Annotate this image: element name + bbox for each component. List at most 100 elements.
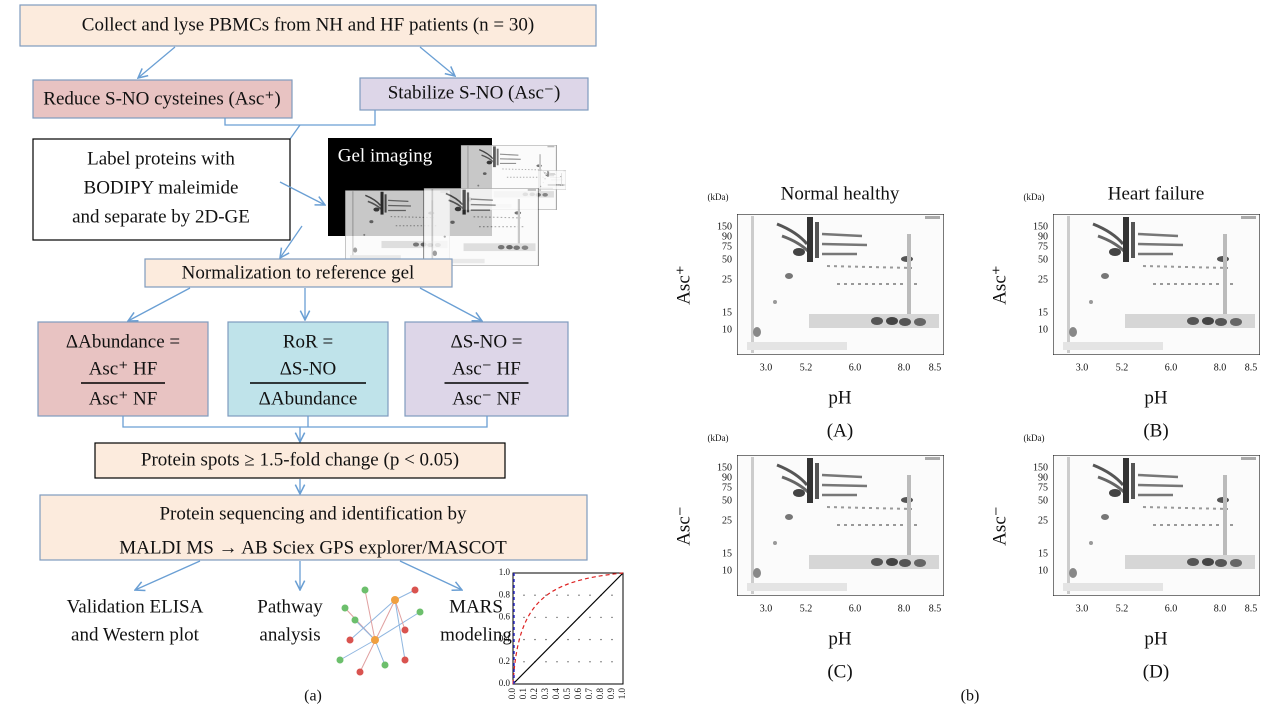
connector <box>122 416 488 428</box>
column-title: Normal healthy <box>781 183 900 204</box>
network-hub <box>371 636 379 644</box>
output-text: Validation ELISA <box>67 596 204 617</box>
ph-tick: 5.2 <box>800 603 813 614</box>
unit-label: (kDa) <box>1024 433 1045 443</box>
roc-x-tick: 1.0 <box>617 688 627 700</box>
label-text: Label proteins with <box>87 148 235 169</box>
gel-image <box>737 214 944 355</box>
spots-box <box>94 442 506 479</box>
row-label: Asc⁻ <box>989 506 1010 546</box>
ph-label: pH <box>1144 628 1168 649</box>
network-node <box>356 668 364 676</box>
panel-label: (D) <box>1143 661 1169 682</box>
ratio-denominator: ΔAbundance <box>259 388 358 409</box>
network-node <box>416 608 424 616</box>
arrow <box>128 287 191 321</box>
gel-thumbnail <box>422 188 540 266</box>
mw-tick: 10 <box>722 565 732 576</box>
roc-dot <box>589 594 591 596</box>
network-edge <box>394 599 406 661</box>
ph-tick: 6.0 <box>849 362 862 373</box>
mw-tick: 15 <box>722 548 732 559</box>
ratio-box <box>404 321 569 417</box>
roc-dot <box>556 661 558 663</box>
roc-dot <box>556 594 558 596</box>
ratio-box <box>227 321 389 417</box>
ph-label: pH <box>1144 387 1168 408</box>
ph-tick: 8.5 <box>929 362 942 373</box>
network-edge <box>374 639 386 666</box>
roc-dot <box>567 661 569 663</box>
output-text: analysis <box>259 624 320 645</box>
panel-label: (C) <box>827 661 852 682</box>
roc-dot <box>578 638 580 641</box>
ph-tick: 5.2 <box>800 362 813 373</box>
ph-label: pH <box>828 387 852 408</box>
mw-tick: 10 <box>1038 565 1048 576</box>
roc-y-tick: 0.0 <box>499 678 511 688</box>
ph-tick: 8.0 <box>898 603 911 614</box>
mw-tick: 75 <box>1038 241 1048 252</box>
roc-dot <box>578 594 580 596</box>
label-box <box>32 138 291 241</box>
mw-tick: 10 <box>1038 324 1048 335</box>
roc-x-tick: 0.9 <box>606 688 616 700</box>
column-title: Heart failure <box>1108 183 1205 204</box>
mw-tick: 75 <box>1038 482 1048 493</box>
label-text: BODIPY maleimide <box>84 177 239 198</box>
roc-x-tick: 0.2 <box>529 688 539 699</box>
sequencing-box <box>39 494 588 561</box>
roc-dot <box>589 661 591 663</box>
unit-label: (kDa) <box>708 192 729 202</box>
mw-tick: 25 <box>1038 274 1048 285</box>
panel-label: (B) <box>1143 420 1168 441</box>
ratio-numerator: Asc⁺ HF <box>89 358 158 379</box>
roc-x-tick: 0.7 <box>584 688 594 700</box>
roc-dot <box>611 661 613 663</box>
ratio-denominator: Asc⁻ NF <box>452 388 521 409</box>
unit-label: (kDa) <box>708 433 729 443</box>
roc-dot <box>534 594 536 596</box>
roc-dot <box>611 638 613 641</box>
row-label: Asc⁻ <box>673 506 694 546</box>
mw-tick: 90 <box>1038 472 1048 483</box>
row-label: Asc⁺ <box>989 265 1010 305</box>
network-edge <box>394 599 406 631</box>
gel-imaging-text: Gel imaging <box>338 145 433 166</box>
roc-dot <box>556 616 558 619</box>
mw-tick: 50 <box>722 254 732 265</box>
ph-tick: 6.0 <box>1165 362 1178 373</box>
ratio-box <box>37 321 209 417</box>
ph-tick: 6.0 <box>1165 603 1178 614</box>
roc-y-tick: 0.2 <box>499 656 510 666</box>
output-text: Pathway <box>257 596 323 617</box>
roc-dot <box>589 638 591 641</box>
mw-tick: 15 <box>1038 307 1048 318</box>
network-edge <box>364 589 376 641</box>
roc-x-tick: 0.3 <box>540 688 550 700</box>
mw-tick: 75 <box>722 482 732 493</box>
stabilize-text: Stabilize S-NO (Asc⁻) <box>388 82 561 103</box>
roc-dot <box>567 616 569 619</box>
row-label: Asc⁺ <box>673 265 694 305</box>
output-text: MARS <box>449 596 503 617</box>
mw-tick: 150 <box>1033 462 1048 473</box>
arrow <box>419 46 455 76</box>
arrow <box>135 560 201 590</box>
roc-x-tick: 0.4 <box>551 688 561 700</box>
network-node <box>361 586 369 594</box>
ratio-numerator: Asc⁻ HF <box>452 358 521 379</box>
ph-label: pH <box>828 628 852 649</box>
mw-tick: 25 <box>1038 515 1048 526</box>
roc-dot <box>545 616 547 619</box>
mw-tick: 75 <box>722 241 732 252</box>
gel-image <box>737 455 944 596</box>
roc-diagonal <box>512 572 624 685</box>
panel-label: (A) <box>827 420 853 441</box>
ratio-lhs: ΔS-NO = <box>450 331 522 352</box>
roc-y-tick: 0.4 <box>499 634 511 644</box>
network-node <box>401 656 409 664</box>
gel-image <box>1053 455 1260 596</box>
sequencing-text: MALDI MS → AB Sciex GPS explorer/MASCOT <box>119 537 507 558</box>
